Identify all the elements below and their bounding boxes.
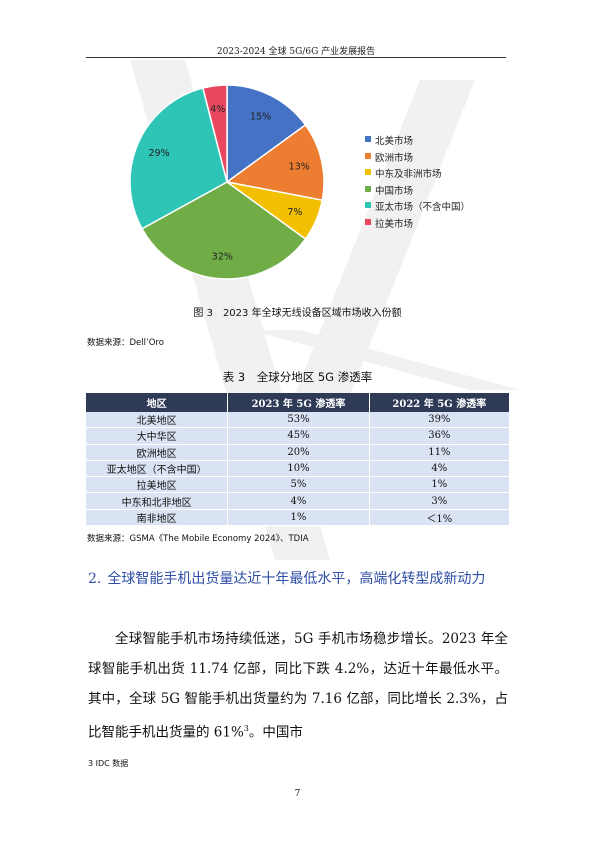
- table-row: 大中华区 45% 36%: [86, 427, 509, 445]
- body-paragraph: 全球智能手机市场持续低迷，5G 手机市场稳步增长。2023 年全球智能手机出货 …: [88, 624, 508, 748]
- cell-region: 北美地区: [86, 412, 229, 429]
- cell-2023: 45%: [227, 427, 370, 445]
- cell-2022: ＜1%: [369, 509, 509, 527]
- paragraph-tail: 。中国市: [248, 724, 303, 741]
- table-row: 欧洲地区 20% 11%: [86, 444, 509, 461]
- cell-region: 南非地区: [86, 509, 229, 527]
- table-caption: 表 3 全球分地区 5G 渗透率: [222, 370, 373, 384]
- pie-slice: [201, 84, 228, 183]
- legend-swatch: [365, 202, 371, 208]
- header-region: 地区: [86, 393, 229, 412]
- cell-2022: 3%: [369, 492, 509, 510]
- cell-2023: 20%: [227, 444, 370, 461]
- cell-region: 拉美地区: [86, 476, 229, 494]
- pie-slice: [129, 87, 228, 230]
- pie-data-label: 32%: [212, 251, 233, 262]
- table-row: 拉美地区 5% 1%: [86, 476, 509, 494]
- legend-label: 欧洲市场: [375, 152, 414, 164]
- section-heading-text: 全球智能手机出货量达近十年最低水平，高端化转型成新动力: [107, 571, 486, 587]
- legend-swatch: [365, 218, 371, 225]
- footnote: 3 IDC 数据: [88, 759, 129, 768]
- table-row: 亚太地区（不含中国） 10% 4%: [86, 460, 509, 478]
- penetration-table: 地区 2023 年 5G 渗透率 2022 年 5G 渗透率 北美地区 53% 39…: [86, 393, 509, 527]
- table-source: 数据来源：GSMA《The Mobile Economy 2024》、TDIA: [87, 534, 309, 544]
- table-row: 北美地区 53% 39%: [86, 412, 509, 429]
- legend-label: 拉美市场: [375, 218, 414, 230]
- pie-slice: [225, 123, 325, 202]
- figure-source: 数据来源：Dell’Oro: [87, 338, 164, 348]
- cell-2023: 53%: [227, 412, 370, 429]
- header-2023: 2023 年 5G 渗透率: [227, 393, 370, 412]
- cell-2023: 1%: [227, 509, 370, 527]
- footnote-ref: 3: [243, 724, 249, 733]
- cell-region: 中东和北非地区: [86, 492, 229, 510]
- cell-region: 欧洲地区: [86, 444, 229, 461]
- header-rule: [86, 57, 506, 58]
- cell-region: 亚太地区（不含中国）: [86, 460, 229, 478]
- pie-slice: [140, 181, 307, 280]
- pie-data-label: 4%: [210, 104, 225, 115]
- legend-swatch: [365, 136, 371, 142]
- pie-data-label: 7%: [287, 207, 302, 218]
- paragraph-text: 全球智能手机市场持续低迷，5G 手机市场稳步增长。2023 年全球智能手机出货 …: [88, 631, 508, 741]
- header-2022: 2022 年 5G 渗透率: [369, 393, 509, 412]
- legend-swatch: [365, 152, 371, 159]
- table-row: 南非地区 1% ＜1%: [86, 509, 509, 527]
- cell-2023: 5%: [227, 476, 370, 494]
- legend-label: 中东及非洲市场: [375, 169, 442, 180]
- figure-caption: 图 3 2023 年全球无线设备区域市场收入份额: [193, 308, 402, 319]
- pie-data-label: 13%: [289, 161, 310, 172]
- section-heading: 2. 全球智能手机出货量达近十年最低水平，高端化转型成新动力: [88, 565, 508, 594]
- cell-2022: 1%: [369, 476, 509, 494]
- pie-chart: 15% 13% 7% 32% 29% 4%: [129, 84, 325, 280]
- legend-label: 中国市场: [375, 185, 414, 197]
- page-header: 2023-2024 全球 5G/6G 产业发展报告: [216, 47, 376, 57]
- legend-label: 北美市场: [375, 136, 414, 147]
- table-header-row: 地区 2023 年 5G 渗透率 2022 年 5G 渗透率: [86, 393, 509, 412]
- pie-slice: [226, 84, 307, 184]
- cell-region: 大中华区: [86, 427, 229, 445]
- table-row: 中东和北非地区 4% 3%: [86, 492, 509, 510]
- section-number: 2.: [88, 571, 102, 587]
- page-number: 7: [294, 789, 301, 799]
- cell-2023: 4%: [227, 492, 370, 510]
- cell-2022: 4%: [369, 460, 509, 478]
- legend-swatch: [365, 185, 371, 192]
- cell-2023: 10%: [227, 460, 370, 478]
- cell-2022: 11%: [369, 444, 509, 461]
- cell-2022: 36%: [369, 427, 509, 445]
- legend-swatch: [365, 169, 371, 175]
- legend-label: 亚太市场（不含中国）: [375, 202, 471, 213]
- pie-data-label: 15%: [250, 112, 271, 123]
- pie-data-label: 29%: [149, 148, 170, 159]
- cell-2022: 39%: [369, 412, 509, 429]
